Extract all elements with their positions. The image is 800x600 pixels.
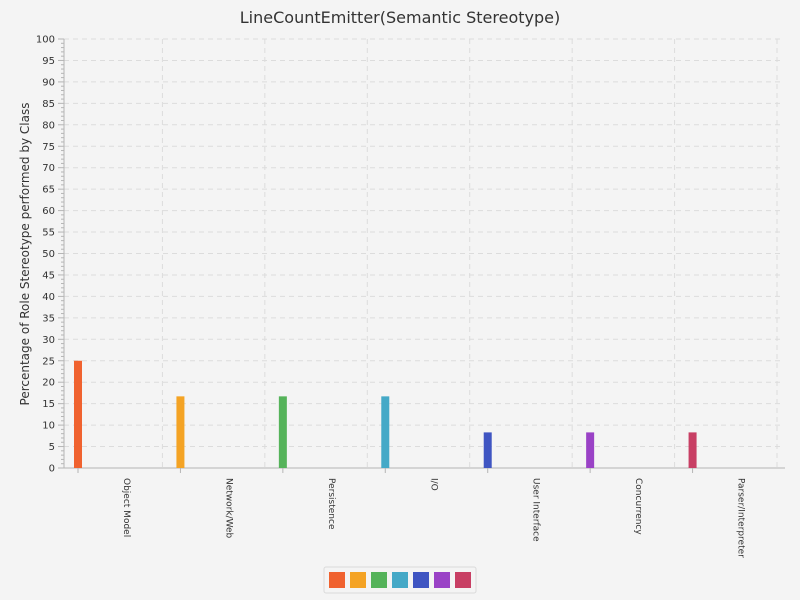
- bar-parser-interpreter[interactable]: [688, 432, 697, 468]
- y-tick-label: 30: [42, 335, 55, 346]
- legend-swatch[interactable]: [350, 572, 366, 588]
- y-tick-label: 10: [42, 421, 55, 432]
- y-tick-label: 85: [42, 99, 55, 110]
- legend-swatch[interactable]: [392, 572, 408, 588]
- x-tick-label: Parser/Interpreter: [736, 478, 746, 558]
- bar-i-o[interactable]: [381, 396, 390, 468]
- y-tick-label: 15: [42, 399, 55, 410]
- y-tick-label: 80: [42, 120, 55, 131]
- y-tick-label: 55: [42, 228, 55, 239]
- x-tick-label: Object Model: [121, 478, 131, 537]
- y-tick-label: 90: [42, 77, 55, 88]
- y-tick-label: 0: [49, 464, 55, 475]
- y-tick-label: 70: [42, 163, 55, 174]
- y-tick-labels: 0 5 10 15 20 25 30 35 40 45 50 55 60 65 70 75 80 85 90 95 10…: [36, 35, 55, 475]
- y-axis-label: Percentage of Role Stereotype performed …: [18, 103, 32, 406]
- y-tick-label: 45: [42, 270, 55, 281]
- y-tick-label: 75: [42, 142, 55, 153]
- bar-concurrency[interactable]: [586, 432, 595, 468]
- x-tick-label: Persistence: [326, 478, 336, 530]
- y-tick-label: 20: [42, 378, 55, 389]
- legend: [323, 566, 477, 594]
- x-tick-label: I/O: [428, 478, 438, 491]
- y-tick-label: 65: [42, 185, 55, 196]
- y-tick-label: 50: [42, 249, 55, 260]
- axes: [58, 38, 785, 473]
- x-tick-label: User Interface: [531, 478, 541, 542]
- y-tick-label: 60: [42, 206, 55, 217]
- bar-user-interface[interactable]: [483, 432, 492, 468]
- y-tick-label: 25: [42, 356, 55, 367]
- y-tick-label: 40: [42, 292, 55, 303]
- x-tick-label: Network/Web: [223, 478, 233, 539]
- bar-object-model[interactable]: [74, 360, 82, 468]
- legend-swatch[interactable]: [329, 572, 345, 588]
- grid-lines: [64, 38, 781, 468]
- x-tick-labels: Object Model Network/Web Persistence I/O Use…: [121, 478, 746, 558]
- legend-swatch[interactable]: [455, 572, 471, 588]
- chart-title: LineCountEmitter(Semantic Stereotype): [240, 8, 560, 27]
- bars: [74, 360, 697, 468]
- y-tick-label: 95: [42, 56, 55, 67]
- legend-swatch[interactable]: [434, 572, 450, 588]
- y-tick-label: 5: [49, 442, 55, 453]
- x-tick-label: Concurrency: [633, 478, 643, 535]
- bar-persistence[interactable]: [278, 396, 287, 468]
- legend-swatch[interactable]: [413, 572, 429, 588]
- y-tick-label: 35: [42, 313, 55, 324]
- legend-swatch[interactable]: [371, 572, 387, 588]
- y-tick-label: 100: [36, 35, 55, 46]
- bar-network-web[interactable]: [176, 396, 185, 468]
